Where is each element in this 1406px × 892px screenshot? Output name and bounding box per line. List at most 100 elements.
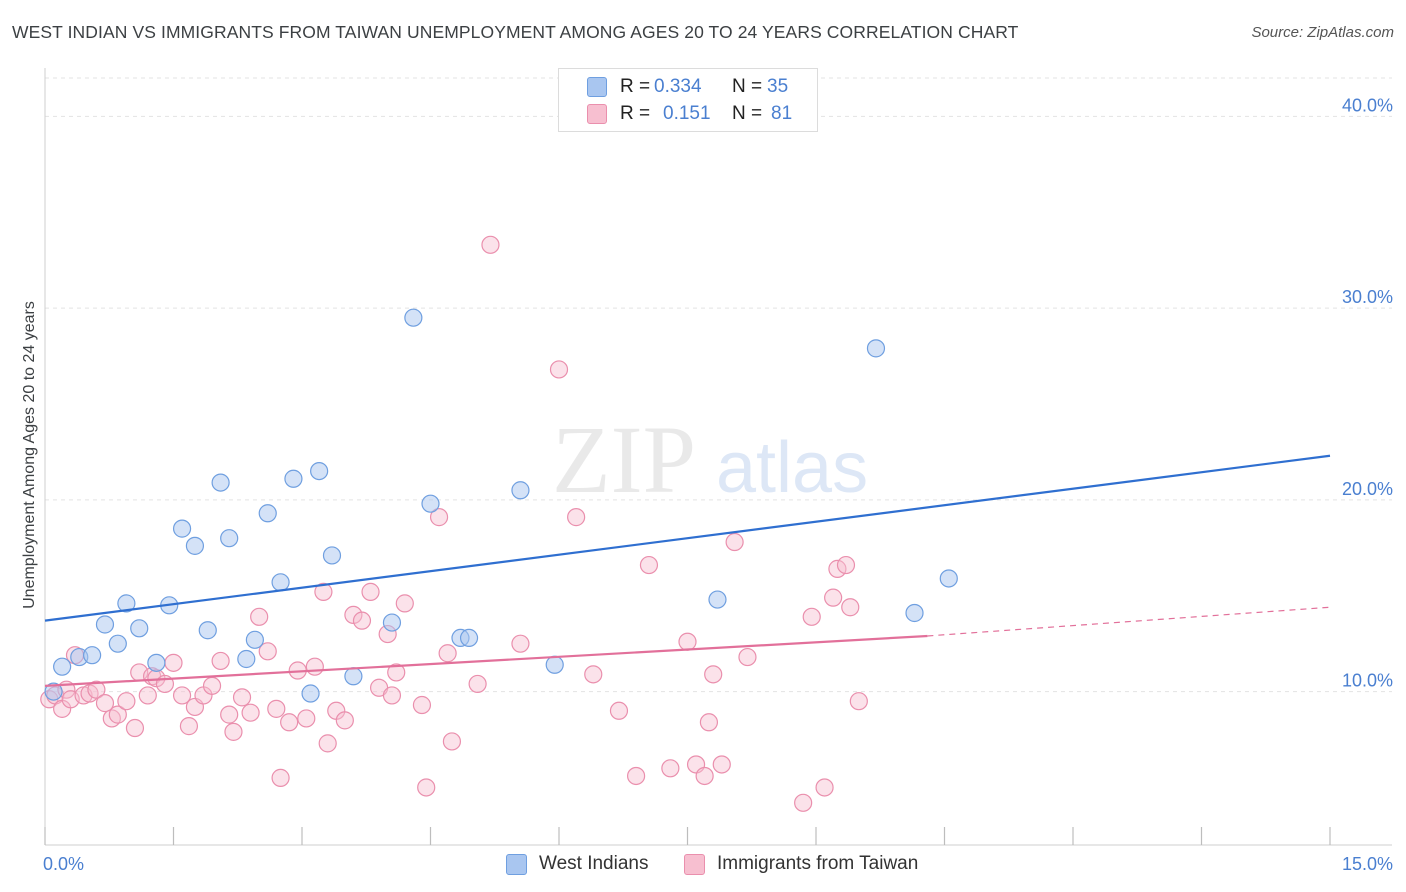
pink-point [387,663,406,682]
pink-point [297,709,316,728]
pink-point [117,692,136,711]
pink-point [699,713,719,732]
blue-point [147,653,166,672]
pink-point [241,703,260,722]
legend-swatch-blue [587,77,607,97]
y-tick-label: 20.0% [1342,479,1393,499]
pink-point [849,692,868,711]
blue-point [237,649,256,669]
watermark: ZIP atlas [552,406,868,513]
bottom-legend-blue: West Indians [506,852,648,876]
pink-point [725,532,744,552]
pink-point [815,778,834,797]
pink-trend-line [44,634,928,687]
blue-point [130,619,149,638]
bottom-legend-pink: Immigrants from Taiwan [684,852,918,876]
blue-point [271,573,290,592]
blue-point [185,536,205,555]
pink-point [609,701,629,720]
legend-r-label: R = [620,76,651,97]
blue-point [866,339,886,358]
pink-point [87,680,106,699]
pink-point [704,665,723,684]
tick-labels: 10.0% 20.0% 30.0% 40.0% 0.0% 15.0% [43,95,1393,874]
blue-point [939,569,958,588]
y-tick-label: 30.0% [1342,287,1393,307]
blue-point [220,529,239,548]
x-tick-label: 0.0% [43,854,84,874]
pink-point [626,766,646,786]
pink-point [211,651,230,671]
blue-point [258,504,277,523]
bottom-legend-label-blue: West Indians [539,853,649,874]
pink-point [802,607,821,626]
pink-point [567,508,586,527]
legend: R = 0.334 N = 35 R = 0.151 N = 81 [558,68,818,132]
pink-point [202,676,222,695]
pink-point [429,508,449,527]
legend-n-label: N = [732,103,763,124]
pink-point [258,642,277,661]
legend-r-value: 0.151 [663,103,711,124]
pink-point [481,235,500,254]
blue-point [511,481,530,500]
y-tick-label: 10.0% [1342,671,1393,691]
chart-source: Source: ZipAtlas.com [1251,24,1394,41]
pink-point [267,699,286,718]
legend-n-value: 35 [767,76,789,97]
pink-point [138,686,157,705]
pink-point [172,686,192,705]
blue-point [95,615,115,634]
pink-point [417,778,436,797]
pink-point [412,695,432,715]
pink-point [712,755,731,774]
pink-point [305,657,324,676]
pink-point [318,734,337,753]
pink-point [841,598,860,617]
pink-point [352,611,372,630]
blue-point [245,630,264,649]
legend-r-label: R = [620,103,651,124]
legend-swatch-pink [587,104,607,124]
pink-point [828,559,847,578]
legend-r-value: 0.334 [654,76,702,97]
blue-point [198,621,217,640]
blue-point [44,682,63,701]
blue-point [108,634,127,653]
pink-point [224,722,243,741]
blue-point [117,594,136,613]
bottom-legend-swatch-pink [684,853,705,875]
pink-point [584,665,603,684]
pink-point [836,555,856,575]
blue-point [284,469,303,488]
pink-point [794,793,813,812]
blue-point [322,546,342,565]
blue-point [545,655,564,674]
pink-point [511,634,530,653]
pink-point [220,705,239,724]
pink-point [438,644,457,663]
pink-point [271,768,290,787]
pink-point [179,717,199,736]
blue-point [404,308,423,327]
blue-point [382,613,402,632]
pink-series-points [40,235,868,812]
blue-point [172,519,192,538]
blue-point [53,657,72,676]
pink-point [232,688,252,707]
legend-row-pink: R = 0.151 N = 81 [587,102,807,126]
blue-point [83,646,102,665]
bottom-legend-label-pink: Immigrants from Taiwan [717,853,919,874]
pink-point [395,594,414,613]
blue-point [211,473,230,492]
pink-point [382,686,402,705]
axes [44,68,1392,846]
pink-point [95,694,115,713]
watermark-zip: ZIP [552,406,696,513]
pink-point [108,705,127,724]
blue-point [459,628,479,648]
pink-point [335,711,354,730]
pink-point [280,713,299,732]
bottom-legend-swatch-blue [506,853,527,875]
